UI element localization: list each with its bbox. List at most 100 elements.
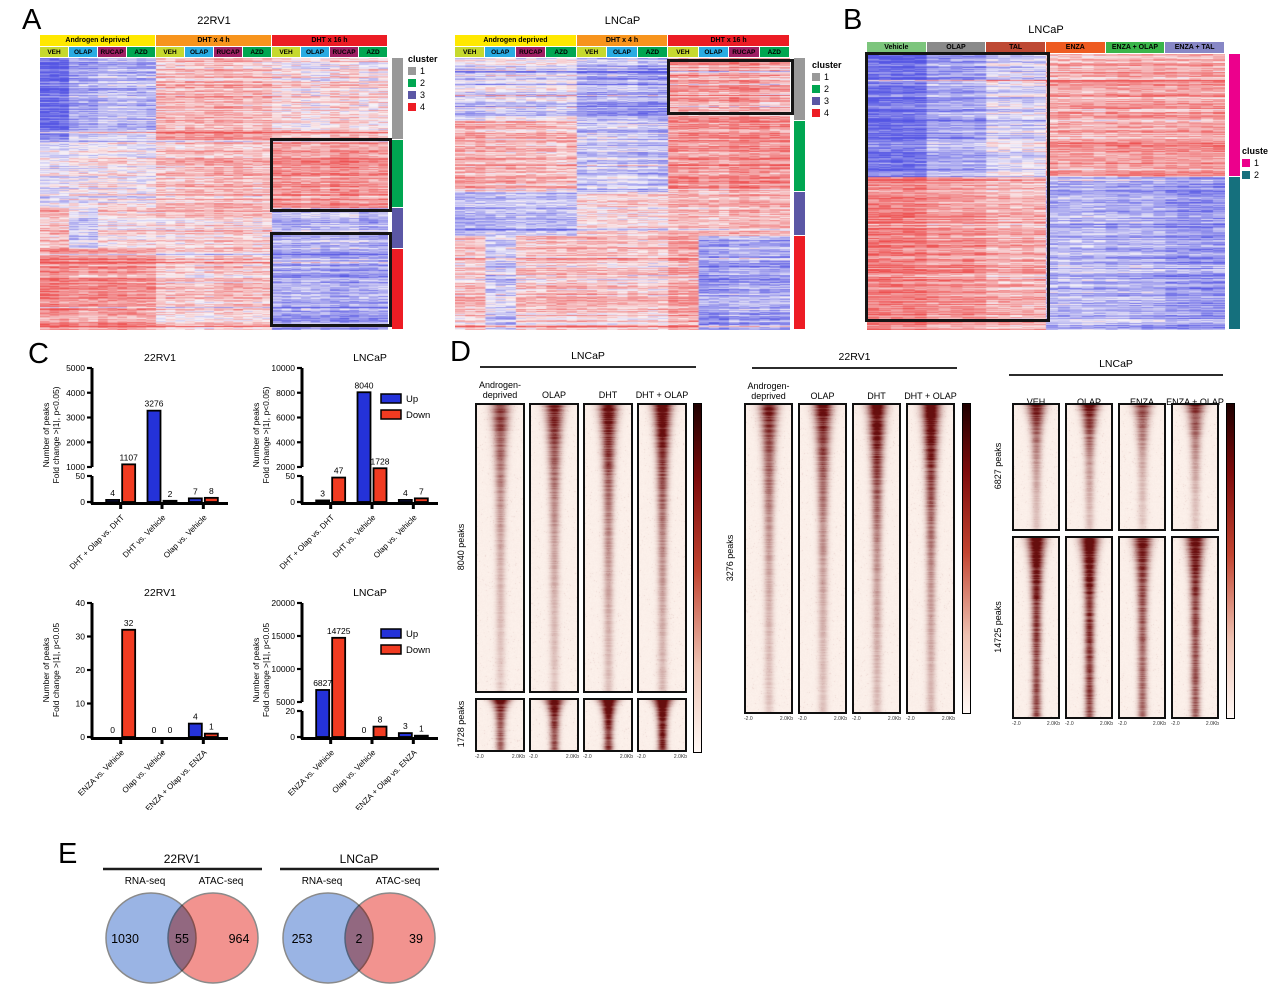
- tornado-col-header: DHT: [598, 389, 618, 400]
- venn-svg: LNCaP RNA-seq ATAC-seq 253 2 39: [280, 852, 439, 984]
- tornado-canvas: [854, 405, 899, 712]
- heatmap-subgroup-header: RUCAP: [729, 47, 759, 57]
- tornado-canvas: [477, 700, 523, 750]
- x-tick-left: -2.0: [1118, 721, 1127, 727]
- heatmap-subgroup-header: VEH: [156, 47, 184, 57]
- legend-swatch: [380, 409, 402, 420]
- svg-text:3: 3: [403, 721, 408, 731]
- venn-22rv1: 22RV1 RNA-seq ATAC-seq 1030 55 964: [95, 850, 270, 994]
- venn-overlap-value: 55: [175, 932, 189, 946]
- cluster-sidebar-segment: [794, 236, 805, 329]
- cluster-legend-item: 4: [812, 108, 842, 118]
- heatmap-subgroup-header: AZD: [243, 47, 271, 57]
- heatmap-subgroup-header: VEH: [668, 47, 698, 57]
- category-label: Olap vs. Vehicle: [162, 513, 209, 560]
- x-tick-left: -2.0: [1012, 721, 1021, 727]
- heatmap-b-title: LNCaP: [1028, 24, 1064, 36]
- category-label: ENZA vs. Vehicle: [76, 748, 126, 798]
- cluster-legend-item: 2: [1242, 170, 1268, 180]
- tornado-col-header: DHT + OLAP: [904, 390, 957, 401]
- svg-text:0: 0: [110, 725, 115, 735]
- svg-text:15000: 15000: [271, 631, 295, 641]
- x-tick-left: -2.0: [475, 754, 484, 760]
- tornado-canvas: [746, 405, 791, 712]
- cluster-legend-title: cluster: [1242, 146, 1268, 156]
- tornado-xticks: -2.0 2.0Kb: [852, 716, 901, 722]
- venn-left-label: RNA-seq: [125, 876, 166, 887]
- cluster-sidebar-segment: [392, 58, 403, 139]
- tornado-canvas: [1120, 538, 1164, 717]
- venn-left-value: 1030: [111, 932, 139, 946]
- x-tick-right: 2.0Kb: [1046, 721, 1060, 727]
- heatmap-group-header: TAL: [986, 42, 1045, 53]
- heatmap-subgroup-header: AZD: [359, 47, 387, 57]
- svg-text:2: 2: [168, 489, 173, 499]
- heatmap-subgroup-header: RUCAP: [515, 47, 546, 57]
- cluster-swatch: [1242, 159, 1250, 167]
- svg-text:10000: 10000: [271, 363, 295, 373]
- tornado-block: [1171, 536, 1219, 719]
- venn-overlap-value: 2: [356, 932, 363, 946]
- heatmap-subgroup-header: OLAP: [185, 47, 213, 57]
- y-axis-label: Fold change >|1|, p<0.05): [261, 386, 271, 483]
- heatmap-subgroup-header: OLAP: [301, 47, 329, 57]
- cluster-sidebar-segment: [392, 140, 403, 207]
- cluster-label: 2: [824, 84, 830, 94]
- y-axis-label: Number of peaks: [251, 638, 261, 703]
- venn-right-circle: [167, 892, 259, 984]
- x-tick-right: 2.0Kb: [1152, 721, 1166, 727]
- heatmap-subgroup-header: OLAP: [69, 47, 97, 57]
- svg-text:0: 0: [362, 725, 367, 735]
- tornado-canvas: [1014, 405, 1058, 529]
- category-label: DHT vs. Vehicle: [121, 513, 168, 560]
- tornado-side-label: 3276 peaks: [725, 534, 735, 581]
- svg-text:4: 4: [403, 488, 408, 498]
- chart-c3: 0 10 20 30 40 0 32 ENZA vs. Vehicle 0 0 Olap vs. V…: [40, 585, 238, 813]
- heatmap-canvas: [40, 58, 388, 330]
- heatmap-22rv1-title: 22RV1: [197, 15, 231, 27]
- cluster-legend-item: 2: [408, 78, 438, 88]
- x-tick-left: -2.0: [1065, 721, 1074, 727]
- cluster-legend-item: 1: [1242, 158, 1268, 168]
- heatmap-subgroup-header: OLAP: [607, 47, 637, 57]
- svg-text:0: 0: [168, 725, 173, 735]
- venn-left-label: RNA-seq: [302, 876, 343, 887]
- cluster-legend: cluster 1 2: [1242, 146, 1268, 180]
- svg-text:2000: 2000: [276, 462, 295, 472]
- legend-label: Up: [406, 394, 418, 405]
- tornado-block: [1065, 536, 1113, 719]
- svg-text:0: 0: [80, 497, 85, 507]
- cluster-swatch: [408, 67, 416, 75]
- x-tick-right: 2.0Kb: [565, 754, 579, 760]
- venn-title: 22RV1: [164, 852, 201, 866]
- svg-text:50: 50: [286, 471, 296, 481]
- chart-title: 22RV1: [144, 352, 176, 364]
- tornado-col-header: DHT + OLAP: [635, 389, 689, 400]
- tornado-col-header: OLAP: [541, 389, 566, 400]
- category-label: ENZA vs. Vehicle: [286, 748, 336, 798]
- svg-text:14725: 14725: [327, 626, 351, 636]
- svg-text:3: 3: [320, 488, 325, 498]
- cluster-sidebar-segment: [794, 121, 805, 191]
- chart-title: LNCaP: [353, 352, 387, 364]
- x-tick-right: 2.0Kb: [779, 716, 793, 722]
- chart-c2: 0 50 2000 4000 6000 8000 10000 3 47 DHT + Olap vs…: [250, 350, 448, 575]
- svg-text:0: 0: [152, 725, 157, 735]
- tornado-col-header: ENZA + OLAP: [1166, 396, 1224, 407]
- venn-lncap: LNCaP RNA-seq ATAC-seq 253 2 39: [272, 850, 447, 994]
- heatmap-group-header: Androgen deprived: [40, 35, 155, 46]
- highlight-box: [667, 58, 794, 116]
- cluster-legend-item: 2: [812, 84, 842, 94]
- cluster-label: 4: [824, 108, 830, 118]
- tornado-xticks: -2.0 2.0Kb: [1118, 721, 1166, 727]
- y-axis-label: Number of peaks: [41, 403, 51, 468]
- tornado-xticks: -2.0 2.0Kb: [798, 716, 847, 722]
- cluster-swatch: [812, 97, 820, 105]
- tornado-set2-underline: [752, 367, 957, 369]
- tornado-block: [906, 403, 955, 714]
- tornado-col-header: DHT: [867, 390, 886, 401]
- svg-text:10: 10: [76, 699, 86, 709]
- heatmap-subgroup-header: OLAP: [485, 47, 515, 57]
- svg-text:6827: 6827: [313, 678, 332, 688]
